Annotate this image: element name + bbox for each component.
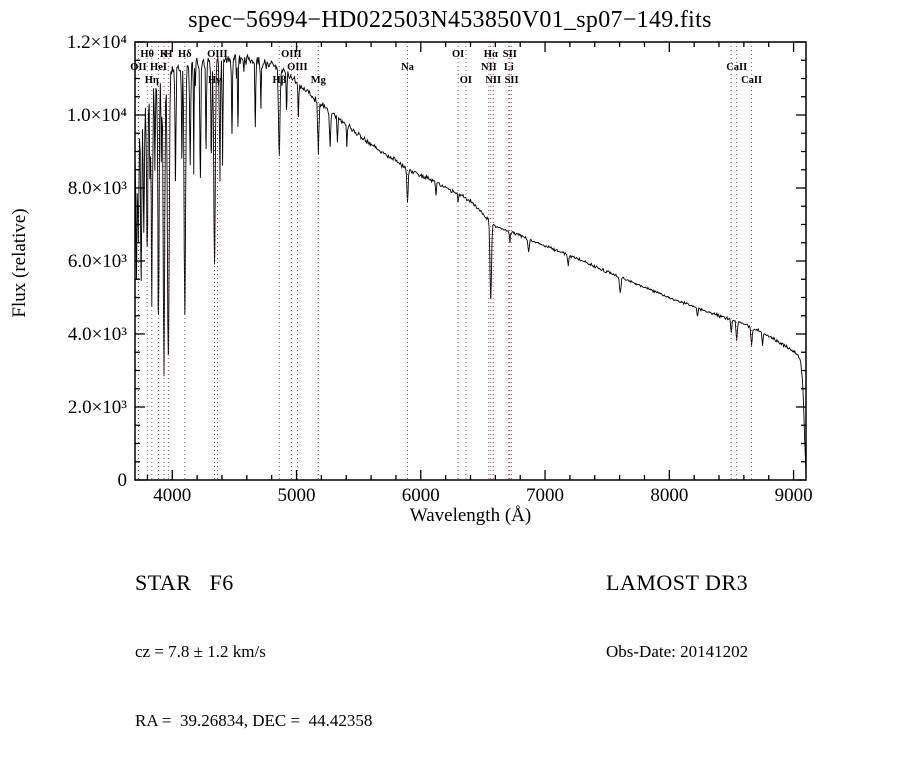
y-tick-label: 0: [118, 470, 128, 491]
footer-left: STAR F6 cz = 7.8 ± 1.2 km/s RA = 39.2683…: [135, 534, 372, 780]
spectral-line-label: SII: [505, 75, 519, 86]
x-tick-label: 5000: [278, 485, 316, 506]
plot-title: spec−56994−HD022503N453850V01_sp07−149.f…: [188, 7, 712, 33]
spectral-line-label: CaII: [741, 75, 762, 86]
footer-right: LAMOST DR3 Obs-Date: 20141202: [606, 534, 748, 711]
spectral-line-label: Na: [401, 62, 415, 73]
spectral-line-label: OII: [130, 62, 146, 73]
spectrum-trace: [134, 53, 807, 476]
spectral-line-label: K: [160, 49, 169, 60]
x-tick-label: 9000: [775, 485, 813, 506]
x-tick-label: 7000: [526, 485, 564, 506]
spectral-line-label: Hα: [484, 49, 498, 60]
object-class-label: STAR F6: [135, 570, 234, 595]
spectral-line-label: Hβ: [272, 75, 286, 86]
y-tick-label: 6.0×10³: [68, 251, 127, 272]
spectral-line-label: Li: [504, 62, 514, 73]
plot-frame: [134, 41, 807, 481]
spectrum-plot-page: spec−56994−HD022503N453850V01_sp07−149.f…: [9, 7, 813, 730]
y-tick-label: 8.0×10³: [68, 178, 127, 199]
x-tick-label: 4000: [153, 485, 191, 506]
spectral-line-label: SII: [503, 49, 517, 60]
spectral-line-label: Hθ: [140, 49, 154, 60]
y-tick-label: 1.0×10⁴: [67, 105, 127, 126]
spectral-line-label: CaII: [726, 62, 747, 73]
spectral-line-label: HeI: [150, 62, 167, 73]
spectral-line-label: OI: [460, 75, 472, 86]
x-tick-label: 8000: [650, 485, 688, 506]
survey-name: LAMOST DR3: [606, 570, 749, 595]
spectral-line-label: Hδ: [178, 49, 192, 60]
x-axis-label: Wavelength (Å): [409, 505, 532, 526]
x-tick-label: 6000: [402, 485, 440, 506]
spectral-line-label: NII: [485, 75, 501, 86]
y-tick-label: 4.0×10³: [68, 324, 127, 345]
spectral-line-label: OIII: [207, 49, 227, 60]
y-tick-label: 1.2×10⁴: [67, 32, 127, 53]
spectral-line-label: Hη: [145, 75, 159, 86]
ra-dec-coordinates: RA = 39.26834, DEC = 44.42358: [135, 711, 373, 730]
spectral-line-label: OIII: [287, 62, 307, 73]
obs-date: Obs-Date: 20141202: [606, 642, 749, 661]
spectral-line-label: Hγ: [208, 75, 221, 86]
spectral-line-label: NII: [481, 62, 497, 73]
spectral-line-label: H: [164, 49, 172, 60]
spectral-line-label: Mg: [311, 75, 327, 86]
spectral-line-label: OIII: [281, 49, 301, 60]
cz-value: cz = 7.8 ± 1.2 km/s: [135, 642, 266, 661]
y-tick-label: 2.0×10³: [68, 397, 127, 418]
spectral-line-label: OI: [452, 49, 464, 60]
